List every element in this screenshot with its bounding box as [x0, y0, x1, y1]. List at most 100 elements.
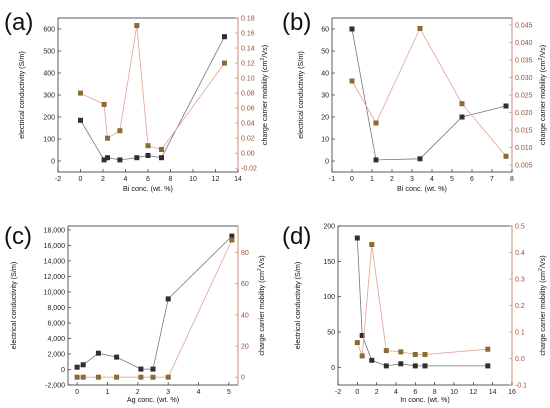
mobility-point [349, 78, 355, 84]
x-axis-title: Ag conc. (wt. %) [127, 395, 179, 404]
x-tick-label: 1 [106, 389, 110, 396]
y-tick-label: 50 [321, 49, 329, 56]
conductivity-point [101, 157, 107, 163]
x-tick-label: 5 [450, 176, 454, 183]
conductivity-point [134, 155, 140, 161]
y-tick-label: 100 [323, 294, 335, 301]
mobility-point [134, 23, 140, 28]
y-right-tick-label: 0.005 [515, 163, 533, 170]
y-right-tick-label: 80 [241, 250, 249, 257]
x-tick-label: 12 [212, 176, 220, 183]
conductivity-point [485, 363, 491, 369]
conductivity-point [95, 350, 101, 356]
conductivity-point [80, 362, 86, 368]
x-axis-title: Bi conc. (wt. %) [397, 184, 447, 193]
x-tick-label: 14 [489, 389, 497, 396]
y-right-tick-label: 0.4 [515, 250, 525, 257]
conductivity-point [349, 26, 355, 32]
mobility-point [459, 101, 465, 107]
mobility-point [503, 153, 509, 159]
mobility-point [422, 352, 428, 357]
y-right-tick-label: 0.035 [515, 58, 533, 65]
y-tick-label: 0 [61, 367, 65, 374]
y-tick-label: 12,000 [44, 274, 66, 281]
x-tick-label: 4 [430, 176, 434, 183]
y-right-tick-label: 20 [241, 344, 249, 351]
conductivity-series-line [356, 237, 488, 367]
conductivity-point [105, 155, 110, 161]
y-right-tick-label: 0.0 [515, 356, 525, 363]
x-tick-label: 16 [508, 389, 516, 396]
y-right-tick-label: -0.02 [241, 166, 257, 173]
x-tick-label: 6 [470, 176, 474, 183]
y-right-tick-label: 0.18 [241, 16, 255, 23]
x-tick-label: 8 [169, 176, 173, 183]
y-tick-label: 10 [321, 137, 329, 144]
y-right-tick-label: 0.040 [515, 40, 533, 47]
x-tick-label: 4 [124, 176, 128, 183]
x-tick-label: -2 [335, 389, 341, 396]
mobility-point [105, 135, 110, 141]
mobility-series-line [77, 239, 233, 378]
mobility-point [373, 120, 379, 126]
conductivity-point [373, 157, 379, 163]
mobility-point [145, 143, 151, 149]
x-axis-title: Bi conc. (wt. %) [123, 184, 173, 193]
mobility-point [398, 349, 404, 355]
conductivity-point [369, 357, 375, 363]
y-right-tick-label: 0.16 [241, 31, 255, 38]
y-right-tick-label: 0.02 [241, 136, 255, 143]
y-right-tick-label: 0.00 [241, 151, 255, 158]
y-right-tick-label: 0.020 [515, 110, 533, 117]
y-right-tick-label: 0.08 [241, 91, 255, 98]
conductivity-point [229, 233, 235, 239]
x-tick-label: 2 [136, 389, 140, 396]
x-axis-title: In conc. (wt. %) [400, 395, 450, 404]
y-tick-label: 200 [323, 224, 335, 231]
y-right-tick-label: 60 [241, 281, 249, 288]
x-tick-label: 0 [79, 176, 83, 183]
y-tick-label: 10,000 [44, 289, 66, 296]
x-tick-label: 0 [355, 389, 359, 396]
x-tick-label: -2 [55, 176, 61, 183]
x-tick-label: 10 [189, 176, 197, 183]
conductivity-point [165, 296, 171, 302]
mobility-point [78, 90, 83, 96]
conductivity-point [383, 363, 389, 369]
y-right-tick-label: 0.030 [515, 75, 533, 82]
y-tick-label: 0 [325, 159, 329, 166]
panel-label: (a) [4, 9, 33, 36]
y-axis-title: electrical conductivity (S/m) [296, 51, 305, 138]
x-tick-label: 6 [413, 389, 417, 396]
mobility-point [95, 374, 101, 380]
mobility-series-line [80, 25, 225, 150]
x-tick-label: 4 [394, 389, 398, 396]
conductivity-series-line [76, 235, 233, 370]
x-tick-label: 7 [490, 176, 494, 183]
mobility-point [369, 242, 375, 247]
y-tick-label: 300 [43, 93, 55, 100]
conductivity-point [459, 114, 465, 120]
y-tick-label: 200 [43, 115, 55, 122]
x-tick-label: 14 [234, 176, 242, 183]
conductivity-point [74, 364, 80, 370]
y-tick-label: 0 [331, 365, 335, 372]
plot-frame [331, 17, 513, 173]
x-tick-label: -1 [329, 176, 335, 183]
conductivity-point [222, 34, 227, 40]
conductivity-point [503, 103, 509, 109]
y-right-tick-label: 0.1 [515, 330, 525, 337]
x-tick-label: 10 [450, 389, 458, 396]
x-tick-label: 8 [510, 176, 514, 183]
mobility-point [354, 340, 360, 346]
y-right-tick-label: 0.12 [241, 61, 255, 68]
y-tick-label: 100 [43, 137, 55, 144]
mobility-point [150, 374, 156, 380]
conductivity-point [422, 363, 428, 369]
mobility-point [138, 374, 144, 380]
x-tick-label: 8 [433, 389, 437, 396]
chart-panel-c: (c) 0 1 2 3 4 5 -2,000 0 2,000 4,000 6,000 8,000 10,0… [4, 223, 266, 404]
y-right-axis-title: charge carrier mobility (cm2/Vs) [538, 45, 547, 145]
y-tick-label: 50 [327, 330, 335, 337]
